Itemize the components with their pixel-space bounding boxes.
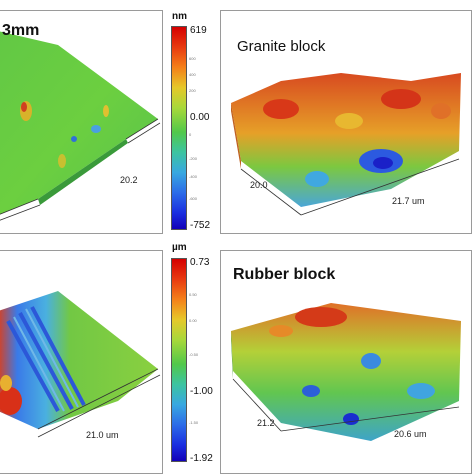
surface-plot-top-left: [0, 10, 163, 234]
colorbar-top: [171, 26, 187, 230]
surface-plot-top-left-graphic: [0, 31, 161, 221]
axis-label-granite-x: 21.7 um: [392, 196, 425, 206]
surface-plot-bottom-left: [0, 250, 163, 474]
surface-plot-rubber-graphic: [231, 303, 461, 441]
colorbar-top-tick: -400: [189, 174, 198, 179]
colorbar-top-max: 619: [190, 25, 207, 36]
axis-label-rubber-y: 21.2: [257, 418, 275, 428]
surface-plot-granite-graphic: [231, 73, 461, 216]
panel-title-rubber: Rubber block: [233, 266, 336, 283]
colorbar-bottom-tick: -0.50: [189, 352, 199, 357]
colorbar-bottom-tick: 0.50: [189, 292, 197, 297]
axis-label-bottom-left-x: 21.0 um: [86, 430, 119, 440]
surface-plot-bottom-left-graphic: [0, 291, 161, 438]
colorbar-bottom: [171, 258, 187, 462]
colorbar-top-tick: 600: [189, 56, 196, 61]
colorbar-bottom-unit: µm: [172, 242, 187, 253]
colorbar-top-unit: nm: [172, 11, 187, 22]
colorbar-bottom-mid: -1.00: [190, 386, 213, 397]
colorbar-top-tick: 200: [189, 88, 196, 93]
axis-label-granite-y: 20.0: [250, 180, 268, 190]
surface-plot-rubber: [220, 250, 472, 474]
colorbar-bottom-tick: 0.00: [189, 318, 197, 323]
panel-title-granite: Granite block: [237, 38, 326, 55]
colorbar-top-tick: -200: [189, 156, 198, 161]
colorbar-top-tick: -600: [189, 196, 198, 201]
colorbar-top-min: -752: [190, 220, 211, 231]
panel-title-top-left: 3mm: [2, 22, 40, 39]
colorbar-top-tick: 400: [189, 72, 196, 77]
colorbar-bottom-tick: -1.50: [189, 420, 199, 425]
axis-label-top-left-x: 20.2: [120, 175, 138, 185]
colorbar-bottom-min: -1.92: [190, 453, 213, 464]
axis-label-rubber-x: 20.6 um: [394, 429, 427, 439]
surface-plot-granite: [220, 10, 472, 234]
colorbar-top-tick: 0: [189, 132, 192, 137]
colorbar-bottom-max: 0.73: [190, 257, 210, 268]
colorbar-top-mid: 0.00: [190, 112, 210, 123]
